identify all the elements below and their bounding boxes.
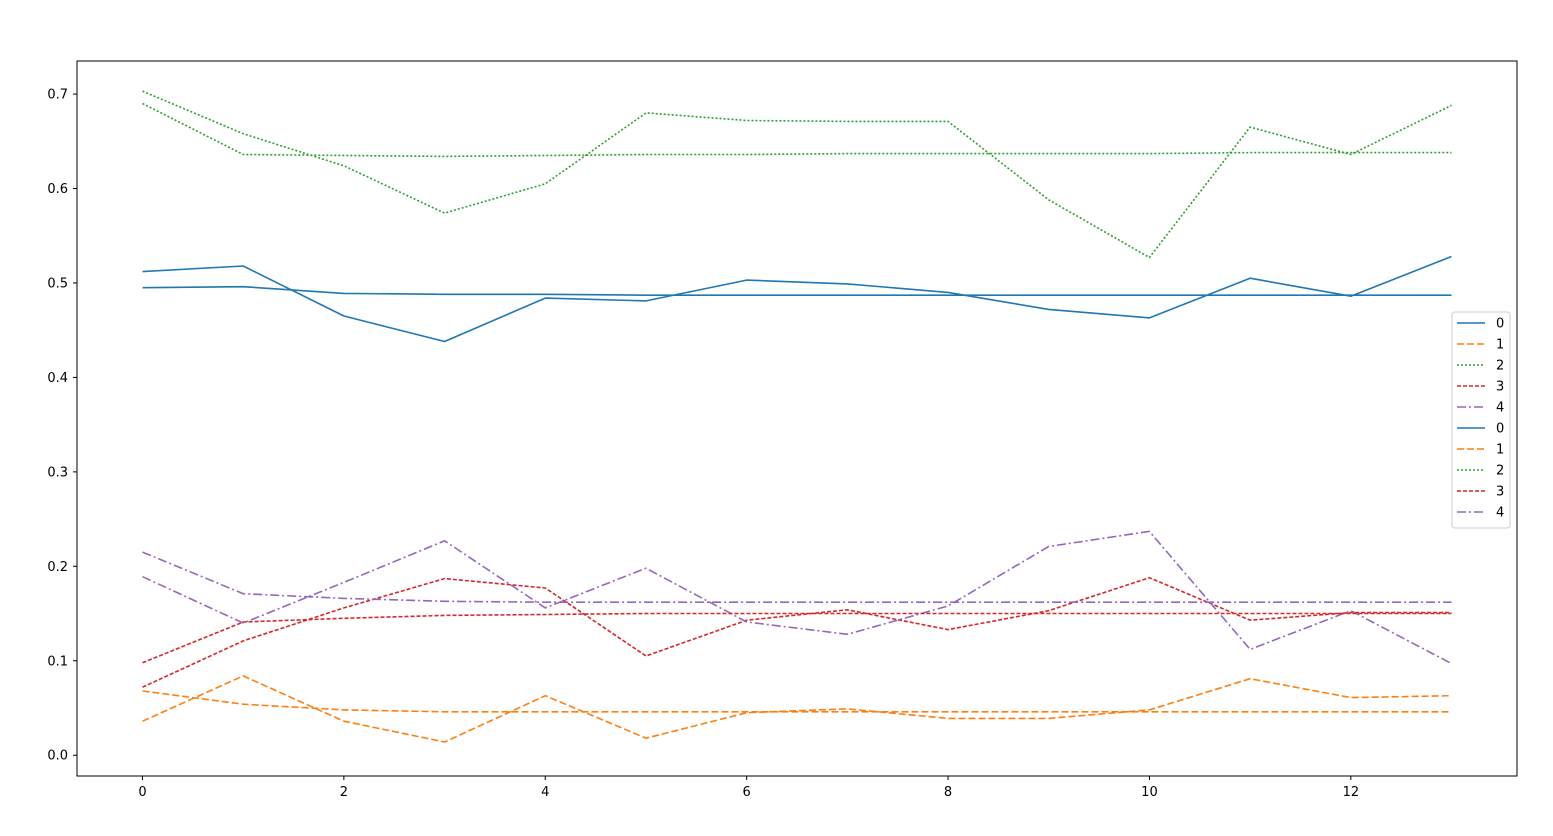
series-line-8 <box>142 612 1452 664</box>
x-axis: 0 2 4 6 8 10 12 <box>138 776 1359 800</box>
y-tick-label: 0.6 <box>47 182 68 197</box>
legend-label: 4 <box>1496 506 1504 521</box>
y-axis: 0.0 0.1 0.2 0.3 0.4 0.5 0.6 0.7 <box>47 88 77 764</box>
series-line-0 <box>142 255 1452 343</box>
series-line-4 <box>142 530 1452 665</box>
y-tick-label: 0.2 <box>47 560 68 575</box>
plot-frame <box>76 60 1518 777</box>
legend-label: 1 <box>1496 338 1504 353</box>
series-line-5 <box>142 285 1452 297</box>
legend-label: 2 <box>1496 359 1504 374</box>
legend-label: 1 <box>1496 443 1504 458</box>
legend-label: 2 <box>1496 464 1504 479</box>
x-tick-label: 2 <box>340 785 348 800</box>
series-line-2 <box>142 90 1452 259</box>
x-tick-label: 6 <box>743 785 751 800</box>
y-tick-label: 0.4 <box>47 371 68 386</box>
legend-label: 3 <box>1496 380 1504 395</box>
legend-label: 3 <box>1496 485 1504 500</box>
y-tick-label: 0.3 <box>47 465 68 480</box>
legend-label: 4 <box>1496 401 1504 416</box>
legend-label: 0 <box>1496 317 1504 332</box>
x-tick-label: 12 <box>1343 785 1360 800</box>
x-tick-label: 8 <box>944 785 952 800</box>
series-line-9 <box>142 551 1452 604</box>
y-tick-label: 0.0 <box>47 749 68 764</box>
x-tick-label: 10 <box>1141 785 1158 800</box>
legend: 0 1 2 3 4 0 1 2 3 4 <box>1451 311 1511 529</box>
series-layer <box>142 90 1452 743</box>
x-tick-label: 4 <box>541 785 549 800</box>
legend-box <box>1451 311 1511 529</box>
y-tick-label: 0.1 <box>47 654 68 669</box>
series-line-6 <box>142 690 1452 713</box>
legend-label: 0 <box>1496 422 1504 437</box>
y-tick-label: 0.7 <box>47 88 68 103</box>
x-tick-label: 0 <box>138 785 146 800</box>
y-tick-label: 0.5 <box>47 276 68 291</box>
